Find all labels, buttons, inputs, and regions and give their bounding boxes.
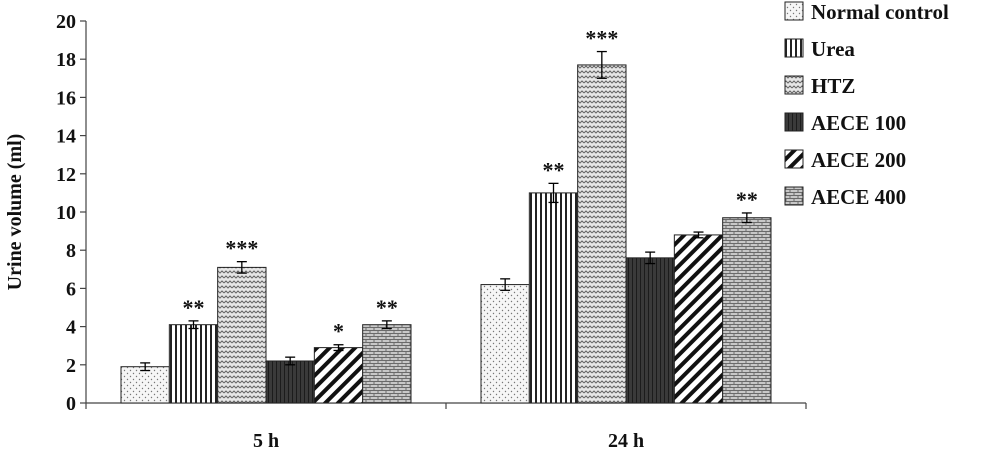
y-tick-label: 16 [56, 87, 76, 109]
y-tick-label: 14 [56, 126, 76, 148]
legend-label: Urea [811, 37, 855, 61]
bar [673, 234, 724, 404]
bar [480, 284, 530, 404]
legend-label: AECE 400 [811, 185, 906, 209]
y-tick-label: 4 [66, 317, 76, 339]
bar [362, 324, 412, 404]
legend-swatch [784, 1, 804, 21]
legend-label: AECE 200 [811, 148, 906, 172]
y-axis-title: Urine volume (ml) [4, 134, 26, 291]
bars-group: *************** [120, 26, 772, 404]
bar [265, 360, 315, 404]
y-tick-label: 10 [56, 202, 76, 224]
y-tick-label: 12 [56, 164, 76, 186]
bar [577, 64, 627, 404]
bar [217, 266, 267, 404]
significance-label: *** [585, 26, 618, 51]
bar [313, 347, 364, 404]
bar [120, 366, 170, 404]
legend-label: Normal control [811, 0, 949, 24]
significance-label: ** [183, 295, 205, 320]
bar [722, 217, 772, 404]
y-tick-label: 20 [56, 11, 76, 33]
bar [528, 192, 579, 404]
bar [168, 324, 219, 404]
bar [625, 257, 675, 404]
legend-label: AECE 100 [811, 111, 906, 135]
x-axis: 5 h 24 h [85, 402, 807, 452]
significance-label: ** [543, 157, 565, 182]
x-category-label: 5 h [253, 430, 279, 452]
significance-label: *** [225, 236, 258, 261]
legend: Normal control Urea HTZ AECE 100 AECE 200 AEC… [784, 0, 949, 209]
y-tick-label: 2 [66, 355, 76, 377]
y-tick-label: 0 [66, 393, 76, 415]
significance-label: ** [736, 187, 758, 212]
y-axis: 0 2 4 6 8 10 12 14 16 18 20 [56, 11, 87, 415]
legend-swatch [784, 149, 804, 169]
legend-swatch [784, 186, 804, 206]
legend-swatch [784, 38, 804, 58]
y-tick-label: 8 [66, 240, 76, 262]
y-tick-label: 18 [56, 49, 76, 71]
legend-swatch [784, 75, 804, 95]
significance-label: ** [376, 295, 398, 320]
legend-swatch [784, 112, 804, 132]
y-tick-label: 6 [66, 278, 76, 300]
x-category-label: 24 h [608, 430, 644, 452]
significance-label: * [333, 319, 344, 344]
legend-label: HTZ [811, 74, 855, 98]
